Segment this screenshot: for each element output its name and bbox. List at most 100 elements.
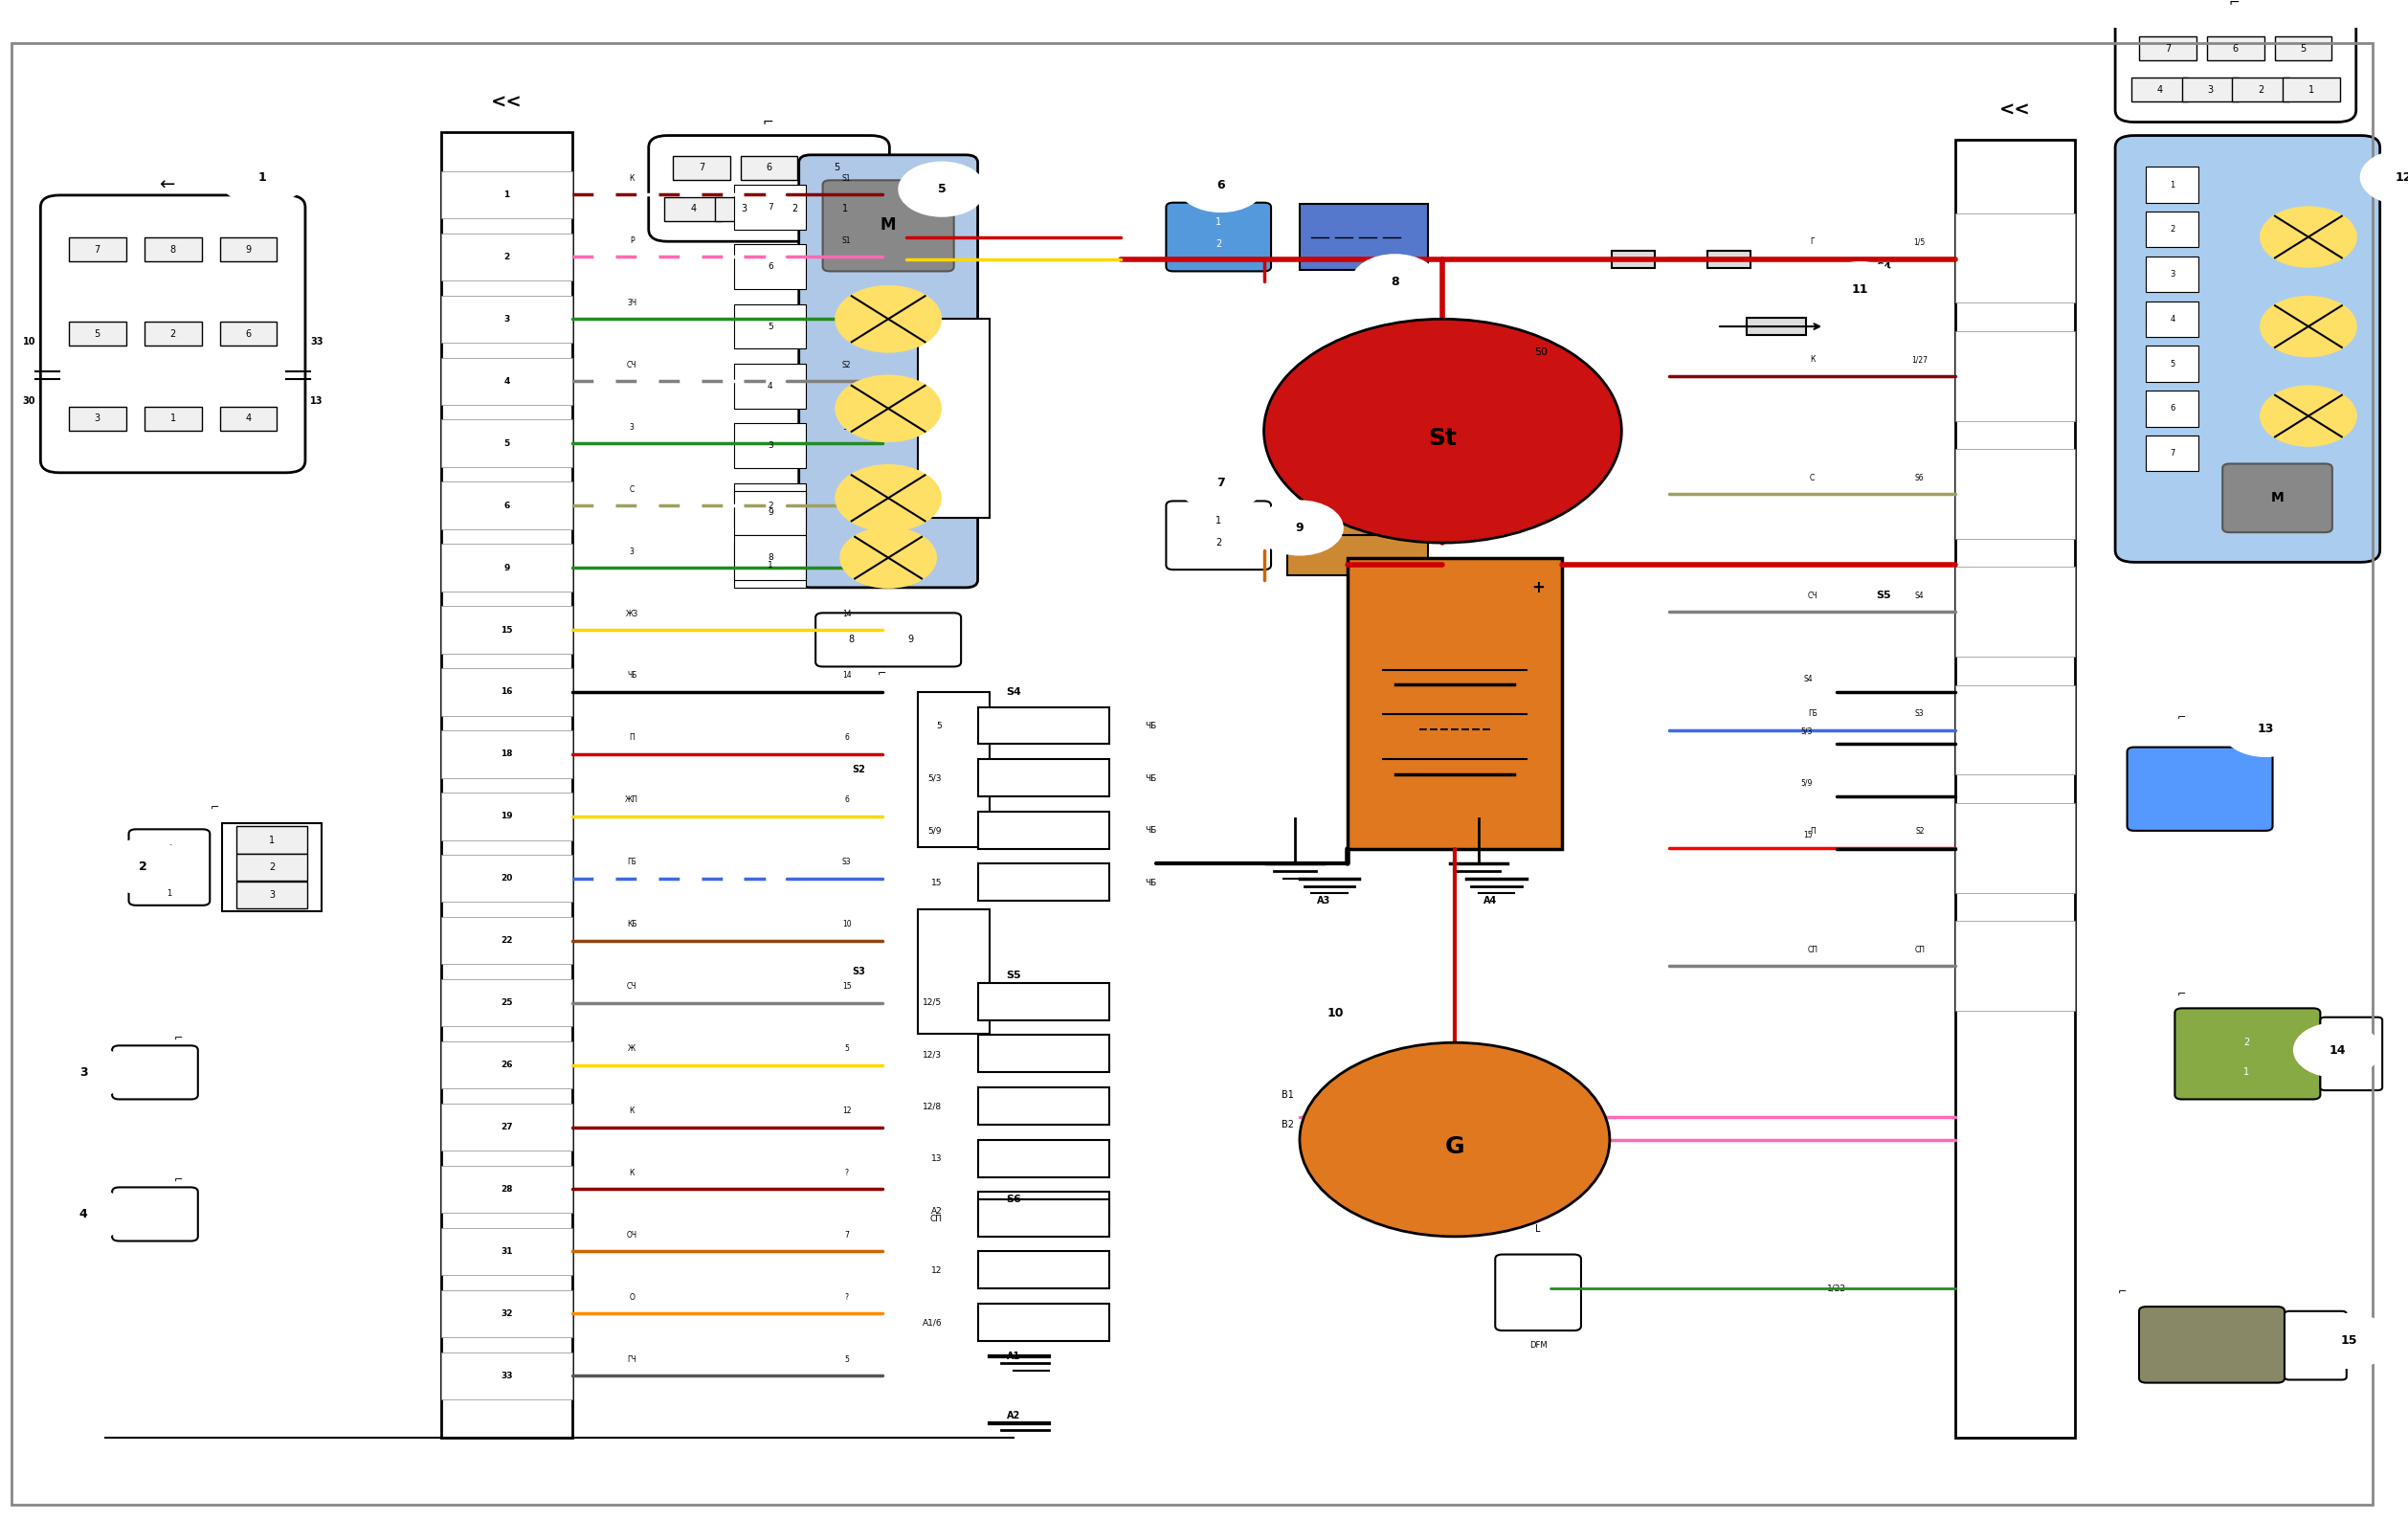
Bar xyxy=(441,854,573,901)
Bar xyxy=(236,882,308,907)
Text: 3: 3 xyxy=(628,547,633,556)
Circle shape xyxy=(836,286,942,351)
FancyBboxPatch shape xyxy=(799,155,978,588)
Text: 2: 2 xyxy=(2170,225,2174,234)
Circle shape xyxy=(219,150,306,204)
Text: 4: 4 xyxy=(691,204,696,214)
Text: К: К xyxy=(628,175,636,182)
Text: 50: 50 xyxy=(1534,348,1548,357)
Text: ⌐: ⌐ xyxy=(1180,468,1190,477)
Text: 9: 9 xyxy=(1296,521,1303,534)
Text: M: M xyxy=(2271,491,2283,505)
Text: 32: 32 xyxy=(501,1309,513,1318)
Bar xyxy=(1707,251,1751,269)
Text: ГБ: ГБ xyxy=(626,857,636,866)
Bar xyxy=(2182,78,2239,102)
Text: 7: 7 xyxy=(1216,477,1226,489)
Bar xyxy=(441,1104,573,1151)
Text: 9: 9 xyxy=(246,245,250,254)
Text: S6: S6 xyxy=(843,485,850,494)
Bar xyxy=(734,424,807,468)
Bar xyxy=(441,172,573,219)
Circle shape xyxy=(1178,456,1264,511)
Bar xyxy=(978,707,1108,745)
FancyBboxPatch shape xyxy=(816,613,961,667)
Circle shape xyxy=(1264,319,1621,543)
Bar xyxy=(441,1041,573,1088)
Text: 4: 4 xyxy=(2170,315,2174,324)
Text: 1: 1 xyxy=(2348,1061,2355,1069)
Text: ⌐: ⌐ xyxy=(879,669,886,679)
Text: ⌐: ⌐ xyxy=(209,804,219,813)
Bar xyxy=(441,793,573,841)
Bar xyxy=(441,606,573,654)
Text: S1: S1 xyxy=(852,413,864,423)
Text: 6: 6 xyxy=(1216,178,1226,192)
Text: <<: << xyxy=(1999,100,2030,119)
Text: П: П xyxy=(628,734,636,742)
Bar xyxy=(2146,167,2199,202)
Text: 7: 7 xyxy=(2165,44,2172,53)
Bar xyxy=(734,483,807,527)
Text: A3: A3 xyxy=(1317,897,1329,906)
Bar xyxy=(441,295,573,342)
Circle shape xyxy=(898,163,985,216)
Text: 10: 10 xyxy=(22,336,36,347)
Text: 1: 1 xyxy=(171,413,176,423)
Bar xyxy=(2146,301,2199,337)
Text: 11: 11 xyxy=(1852,283,1869,295)
Text: 3: 3 xyxy=(628,423,633,432)
Bar xyxy=(236,827,308,853)
FancyBboxPatch shape xyxy=(41,195,306,473)
Text: ←: ← xyxy=(159,176,176,195)
Text: ?: ? xyxy=(845,1294,848,1301)
Text: 1/5: 1/5 xyxy=(1914,237,1926,246)
Bar xyxy=(2283,78,2341,102)
Bar xyxy=(1955,686,2076,775)
Text: G: G xyxy=(1445,1135,1464,1158)
FancyBboxPatch shape xyxy=(222,824,323,912)
Bar xyxy=(917,692,990,847)
Bar xyxy=(665,198,722,220)
Text: 1: 1 xyxy=(2312,1350,2319,1359)
Text: 4: 4 xyxy=(503,377,510,386)
Text: 15: 15 xyxy=(843,982,850,991)
Text: ⌐: ⌐ xyxy=(2119,1289,2126,1298)
Text: О: О xyxy=(628,1294,636,1301)
FancyBboxPatch shape xyxy=(2114,135,2379,562)
Text: 5/3: 5/3 xyxy=(1801,727,1813,736)
Circle shape xyxy=(101,839,185,894)
Text: 2: 2 xyxy=(166,866,171,876)
Text: 13: 13 xyxy=(932,1155,942,1163)
Text: ?: ? xyxy=(845,1169,848,1178)
Bar xyxy=(766,198,824,220)
Circle shape xyxy=(2307,1315,2391,1368)
Text: S3: S3 xyxy=(843,857,850,866)
Bar xyxy=(219,237,277,261)
Bar xyxy=(978,1087,1108,1125)
Bar xyxy=(1955,213,2076,302)
Circle shape xyxy=(1353,255,1438,309)
Text: КБ: КБ xyxy=(626,920,638,929)
Text: 2: 2 xyxy=(2244,1038,2249,1047)
Text: 16: 16 xyxy=(501,687,513,696)
Bar xyxy=(1955,567,2076,657)
Bar xyxy=(1348,558,1563,848)
Text: ⌐: ⌐ xyxy=(2177,990,2186,1000)
Circle shape xyxy=(836,465,942,530)
Bar xyxy=(978,1192,1108,1230)
Text: 3: 3 xyxy=(768,441,773,450)
Bar xyxy=(672,157,730,179)
Text: 7: 7 xyxy=(2170,448,2174,458)
Circle shape xyxy=(1818,263,1902,316)
Circle shape xyxy=(2360,150,2408,204)
FancyBboxPatch shape xyxy=(128,830,209,906)
Text: СП: СП xyxy=(1806,945,1818,955)
Text: 1: 1 xyxy=(843,204,848,214)
Text: 5: 5 xyxy=(845,1356,850,1363)
Bar xyxy=(219,406,277,430)
Text: 8: 8 xyxy=(848,635,855,644)
Text: 33: 33 xyxy=(311,336,323,347)
Text: S5: S5 xyxy=(1876,590,1890,600)
Text: 3: 3 xyxy=(2170,271,2174,278)
